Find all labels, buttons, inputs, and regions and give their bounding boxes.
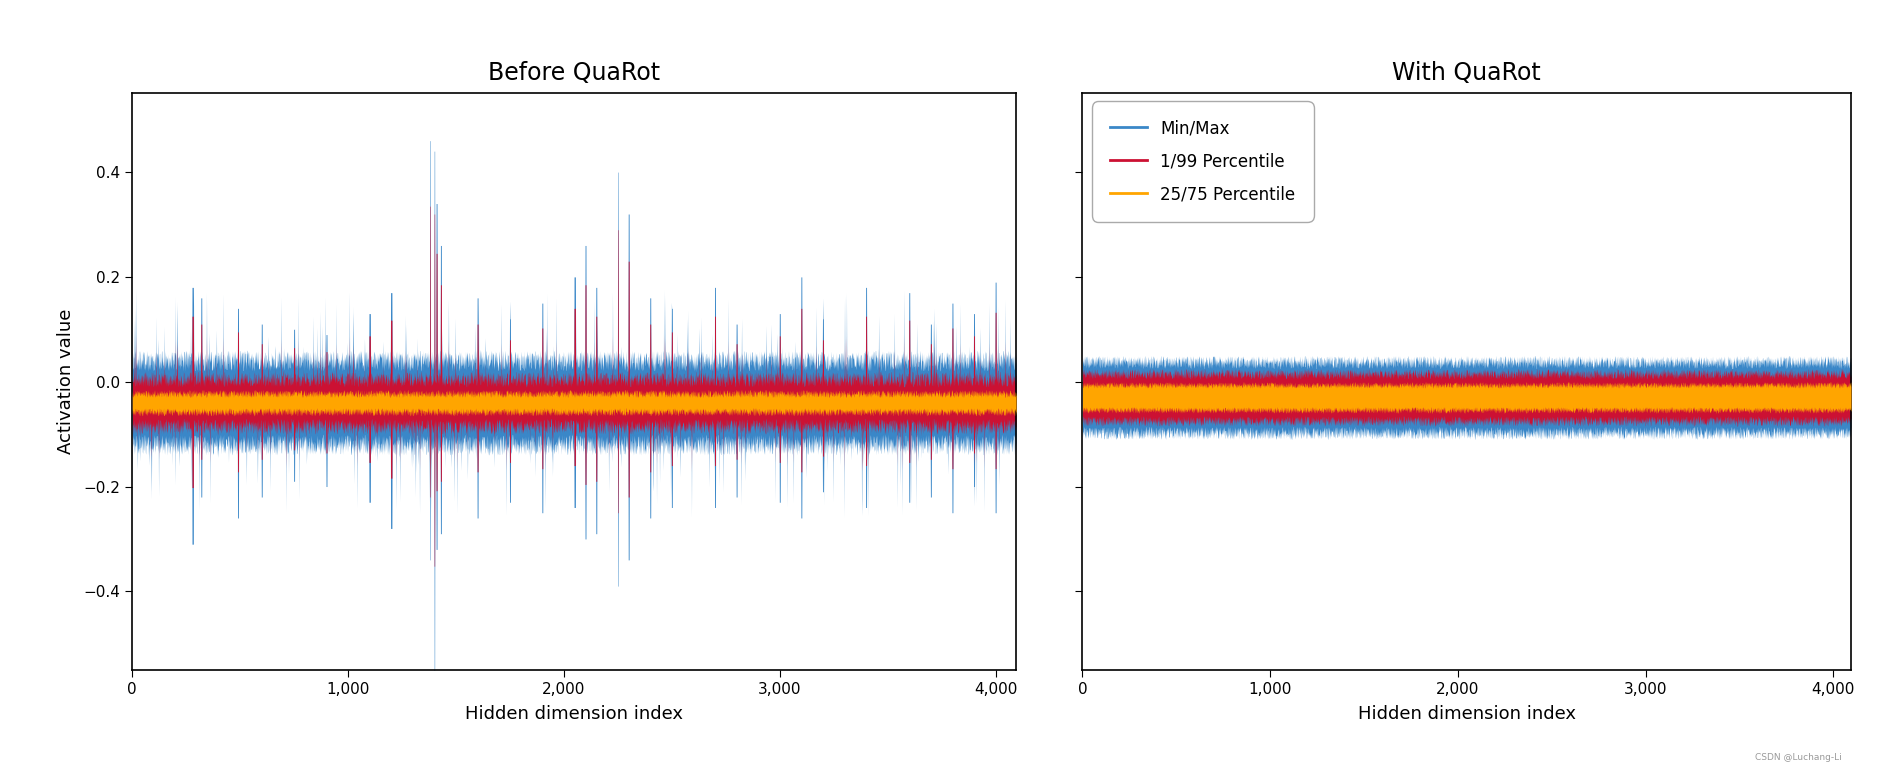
X-axis label: Hidden dimension index: Hidden dimension index xyxy=(1358,705,1575,723)
X-axis label: Hidden dimension index: Hidden dimension index xyxy=(465,705,684,723)
Y-axis label: Activation value: Activation value xyxy=(57,309,76,454)
Legend: Min/Max, 1/99 Percentile, 25/75 Percentile: Min/Max, 1/99 Percentile, 25/75 Percenti… xyxy=(1099,108,1307,215)
Title: With QuaRot: With QuaRot xyxy=(1392,61,1541,85)
Title: Before QuaRot: Before QuaRot xyxy=(487,61,661,85)
Text: CSDN @Luchang-Li: CSDN @Luchang-Li xyxy=(1755,753,1842,762)
